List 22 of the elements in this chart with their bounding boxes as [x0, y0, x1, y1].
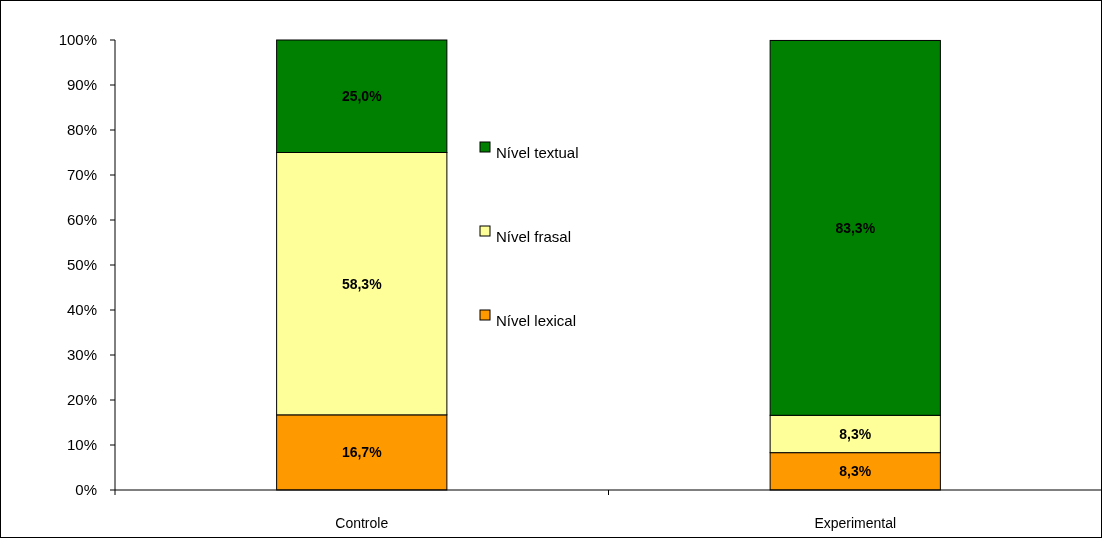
y-tick-label: 40%	[66, 301, 97, 318]
data-label: 8,3%	[839, 425, 872, 442]
data-label: 8,3%	[839, 463, 872, 480]
y-tick-label: 70%	[66, 166, 97, 183]
y-tick-label: 100%	[58, 31, 97, 48]
data-label: 16,7%	[341, 444, 383, 461]
data-label: 25,0%	[341, 88, 383, 105]
legend-label: Nível lexical	[496, 312, 577, 329]
y-tick-label: 60%	[66, 211, 97, 228]
legend-label: Nível textual	[496, 144, 579, 161]
x-tick-label: Experimental	[814, 515, 897, 531]
data-label: 58,3%	[341, 275, 383, 292]
y-tick-label: 20%	[66, 391, 97, 408]
y-tick-label: 90%	[66, 76, 97, 93]
y-tick-label: 0%	[75, 481, 97, 498]
x-tick-label: Controle	[335, 515, 389, 531]
y-tick-label: 30%	[66, 346, 97, 363]
y-tick-label: 80%	[66, 121, 97, 138]
y-tick-label: 50%	[66, 256, 97, 273]
legend-label: Nível frasal	[496, 228, 572, 245]
data-label: 83,3%	[835, 219, 876, 236]
y-tick-label: 10%	[66, 436, 97, 453]
